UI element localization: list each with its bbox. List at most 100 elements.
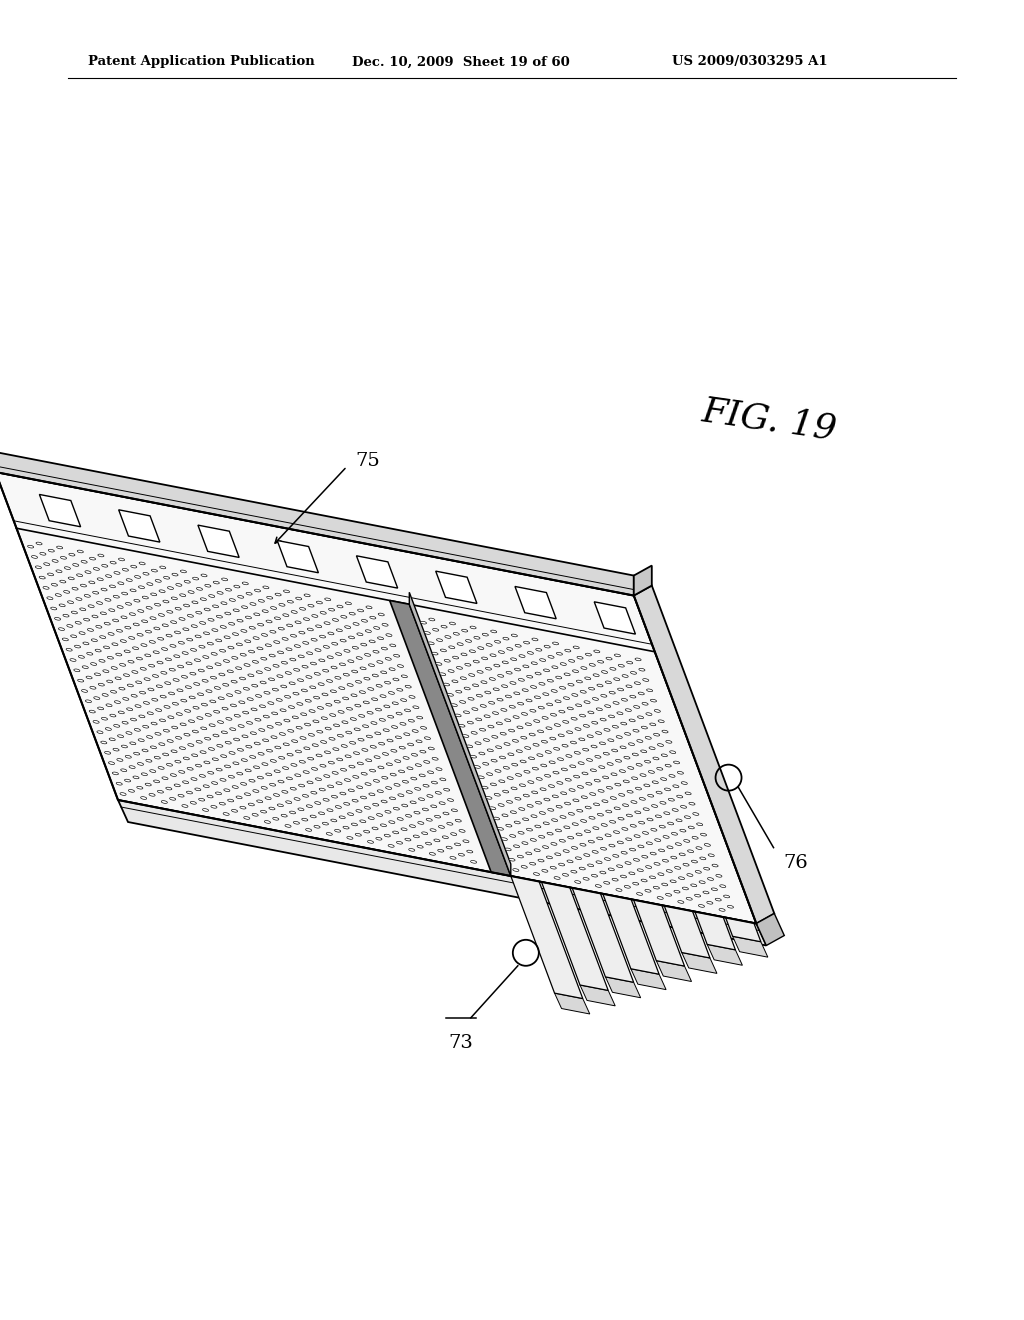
Ellipse shape [133, 752, 139, 755]
Ellipse shape [517, 855, 523, 858]
Ellipse shape [130, 742, 136, 744]
Ellipse shape [298, 678, 303, 681]
Ellipse shape [383, 729, 389, 731]
Ellipse shape [681, 781, 687, 784]
Ellipse shape [542, 870, 548, 873]
Ellipse shape [585, 830, 591, 833]
Ellipse shape [172, 573, 178, 576]
Ellipse shape [568, 660, 574, 663]
Ellipse shape [252, 660, 258, 663]
Ellipse shape [447, 693, 454, 696]
Ellipse shape [570, 741, 577, 744]
Ellipse shape [174, 784, 180, 787]
Ellipse shape [122, 593, 128, 595]
Ellipse shape [175, 607, 181, 610]
Ellipse shape [633, 882, 639, 884]
Ellipse shape [120, 664, 126, 667]
Ellipse shape [507, 776, 513, 779]
Ellipse shape [95, 649, 101, 652]
Ellipse shape [337, 734, 343, 737]
Ellipse shape [666, 764, 671, 767]
Polygon shape [732, 936, 768, 957]
Ellipse shape [311, 767, 317, 771]
Ellipse shape [344, 803, 350, 805]
Ellipse shape [512, 739, 518, 742]
Ellipse shape [524, 747, 530, 750]
Ellipse shape [462, 630, 468, 632]
Ellipse shape [428, 642, 434, 644]
Ellipse shape [572, 669, 579, 673]
Ellipse shape [564, 673, 570, 676]
Ellipse shape [262, 739, 268, 742]
Ellipse shape [549, 760, 555, 764]
Ellipse shape [573, 645, 580, 648]
Ellipse shape [306, 805, 312, 808]
Ellipse shape [258, 752, 264, 755]
Ellipse shape [239, 701, 245, 704]
Ellipse shape [589, 688, 595, 690]
Ellipse shape [359, 820, 366, 822]
Ellipse shape [656, 791, 663, 793]
Ellipse shape [513, 715, 519, 718]
Ellipse shape [592, 850, 598, 853]
Ellipse shape [525, 723, 531, 726]
Ellipse shape [211, 652, 217, 655]
Ellipse shape [575, 704, 582, 706]
Ellipse shape [614, 653, 621, 657]
Ellipse shape [523, 642, 529, 644]
Ellipse shape [51, 607, 56, 610]
Ellipse shape [511, 657, 517, 660]
Ellipse shape [382, 623, 388, 626]
Ellipse shape [129, 766, 135, 768]
Ellipse shape [137, 763, 143, 766]
Ellipse shape [109, 632, 114, 635]
Ellipse shape [477, 671, 483, 673]
Ellipse shape [335, 676, 341, 680]
Ellipse shape [253, 789, 259, 792]
Ellipse shape [554, 876, 560, 879]
Ellipse shape [256, 671, 262, 673]
Ellipse shape [471, 861, 476, 863]
Ellipse shape [220, 779, 226, 781]
Ellipse shape [459, 725, 465, 727]
Ellipse shape [162, 777, 168, 780]
Ellipse shape [146, 582, 153, 585]
Ellipse shape [408, 743, 414, 746]
Ellipse shape [184, 581, 190, 583]
Ellipse shape [474, 766, 480, 768]
Ellipse shape [134, 599, 140, 602]
Ellipse shape [167, 763, 173, 766]
Text: US 2009/0303295 A1: US 2009/0303295 A1 [672, 55, 827, 69]
Ellipse shape [75, 645, 81, 648]
Ellipse shape [705, 843, 711, 846]
Ellipse shape [171, 750, 177, 752]
Ellipse shape [497, 698, 503, 701]
Ellipse shape [687, 850, 693, 853]
Ellipse shape [213, 605, 218, 607]
Ellipse shape [708, 878, 714, 880]
Ellipse shape [199, 669, 205, 672]
Ellipse shape [302, 795, 308, 797]
Ellipse shape [457, 643, 463, 645]
Ellipse shape [687, 874, 693, 876]
Ellipse shape [584, 725, 590, 727]
Ellipse shape [240, 677, 246, 680]
Ellipse shape [308, 734, 314, 737]
Ellipse shape [569, 789, 575, 792]
Ellipse shape [526, 828, 532, 832]
Ellipse shape [306, 676, 312, 678]
Ellipse shape [544, 669, 550, 672]
Ellipse shape [245, 640, 251, 643]
Ellipse shape [266, 597, 272, 599]
Ellipse shape [526, 676, 532, 678]
Ellipse shape [183, 628, 188, 631]
Ellipse shape [672, 833, 678, 836]
Ellipse shape [350, 718, 356, 721]
Ellipse shape [459, 853, 465, 857]
Ellipse shape [344, 649, 350, 652]
Ellipse shape [141, 774, 147, 776]
Ellipse shape [654, 710, 660, 713]
Ellipse shape [306, 652, 312, 655]
Ellipse shape [577, 809, 583, 812]
Ellipse shape [259, 729, 265, 731]
